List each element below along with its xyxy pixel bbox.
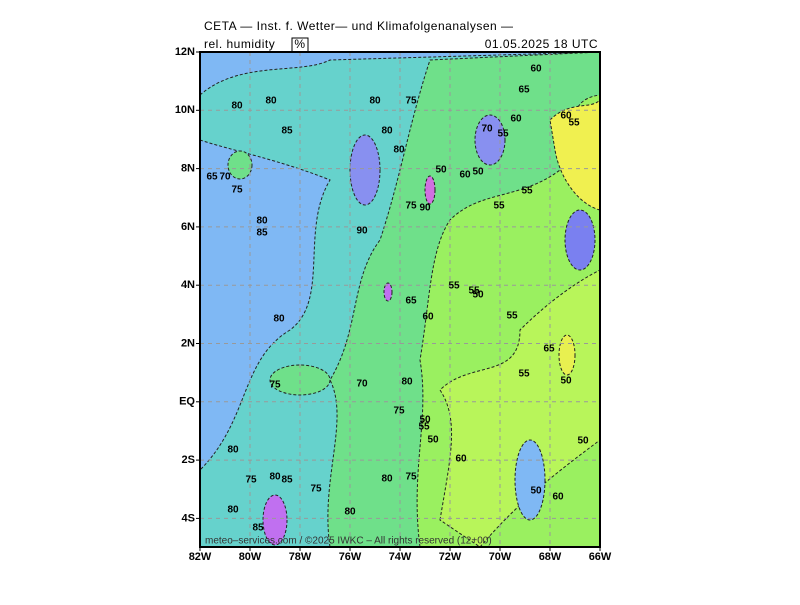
graticule: [200, 52, 600, 547]
contour-label: 70: [356, 379, 368, 390]
contour-label: 80: [381, 126, 393, 137]
contour-label: 50: [427, 435, 439, 446]
contour-label: 50: [472, 167, 484, 178]
contour-label: 65: [206, 172, 218, 183]
contour-label: 75: [405, 201, 417, 212]
field-region: [558, 334, 576, 376]
contour-label: 60: [560, 111, 572, 122]
contour-label: 50: [560, 376, 572, 387]
contour-label: 60: [530, 64, 542, 75]
contour-label: 80: [256, 216, 268, 227]
contour-label: 75: [405, 96, 417, 107]
contour-label: 80: [227, 505, 239, 516]
lat-tick-label: 2S: [182, 454, 195, 466]
contour-label: 50: [577, 436, 589, 447]
contour-label: 50: [435, 165, 447, 176]
lon-tick-label: 76W: [339, 551, 362, 563]
contour-label: 90: [356, 226, 368, 237]
contour-label: 80: [227, 445, 239, 456]
contour-label: 60: [459, 170, 471, 181]
contour-label: 55: [518, 369, 530, 380]
contour-label: 80: [269, 472, 281, 483]
copyright: meteo–services.com / ©2025 IWKC – All ri…: [205, 536, 492, 547]
lat-tick-label: 12N: [175, 46, 195, 58]
contour-label: 75: [310, 484, 322, 495]
contour-label: 75: [393, 406, 405, 417]
contour-label: 75: [269, 380, 281, 391]
lat-tick-label: 8N: [181, 163, 195, 175]
contour-label: 80: [273, 314, 285, 325]
contour-label: 80: [381, 474, 393, 485]
contour-label: 55: [497, 129, 509, 140]
contour-label: 80: [393, 145, 405, 156]
lon-tick-label: 72W: [439, 551, 462, 563]
field-region: [424, 175, 436, 205]
contour-label: 85: [256, 228, 268, 239]
lat-tick-label: 6N: [181, 221, 195, 233]
datetime: 01.05.2025 18 UTC: [485, 37, 598, 51]
field-region: [474, 114, 506, 166]
field-region: [262, 494, 288, 546]
contour-label: 55: [506, 311, 518, 322]
contour-label: 60: [510, 114, 522, 125]
contour-label: 80: [369, 96, 381, 107]
contour-label: 70: [481, 124, 493, 135]
contour-label: 55: [468, 286, 480, 297]
field-region: [227, 150, 253, 180]
contour-label: 55: [521, 186, 533, 197]
contour-label: 80: [401, 377, 413, 388]
lon-tick-label: 66W: [589, 551, 612, 563]
contour-label: 75: [405, 472, 417, 483]
contour-label: 50: [530, 486, 542, 497]
contour-label: 80: [265, 96, 277, 107]
contour-label: 55: [418, 422, 430, 433]
contour-label: 55: [493, 201, 505, 212]
lat-tick-label: 10N: [175, 104, 195, 116]
contour-label: 90: [419, 203, 431, 214]
field-region: [514, 439, 546, 521]
lon-tick-label: 70W: [489, 551, 512, 563]
contour-label: 75: [231, 185, 243, 196]
lat-tick-label: 4N: [181, 279, 195, 291]
lon-tick-label: 80W: [239, 551, 262, 563]
contour-label: 65: [543, 344, 555, 355]
variable-name: rel. humidity: [204, 37, 275, 51]
lon-tick-label: 68W: [539, 551, 562, 563]
contour-label: 85: [281, 126, 293, 137]
contour-label: 60: [455, 454, 467, 465]
contour-label: 55: [448, 281, 460, 292]
lat-tick-label: EQ: [179, 396, 195, 408]
header-title: CETA — Inst. f. Wetter— und Klimafolgena…: [204, 19, 514, 33]
contour-label: 80: [344, 507, 356, 518]
contour-label: 65: [518, 85, 530, 96]
contour-label: 50: [419, 415, 431, 426]
lon-tick-label: 78W: [289, 551, 312, 563]
contour-label: 70: [219, 172, 231, 183]
unit: %: [294, 37, 305, 51]
field-region: [564, 209, 596, 271]
contour-label: 75: [245, 475, 257, 486]
contour-label: 50: [472, 290, 484, 301]
contour-label: 85: [252, 523, 264, 534]
lat-tick-label: 2N: [181, 337, 195, 349]
contour-label: 55: [568, 118, 580, 129]
field-region: [439, 269, 600, 547]
lon-tick-label: 74W: [389, 551, 412, 563]
contour-label: 80: [231, 101, 243, 112]
contour-label: 60: [422, 312, 434, 323]
field-region: [383, 282, 393, 302]
contour-label: 65: [405, 296, 417, 307]
contour-label: 60: [552, 492, 564, 503]
lon-tick-label: 82W: [189, 551, 212, 563]
contour-label: 85: [281, 475, 293, 486]
field-region: [349, 134, 381, 206]
lat-tick-label: 4S: [182, 512, 195, 524]
